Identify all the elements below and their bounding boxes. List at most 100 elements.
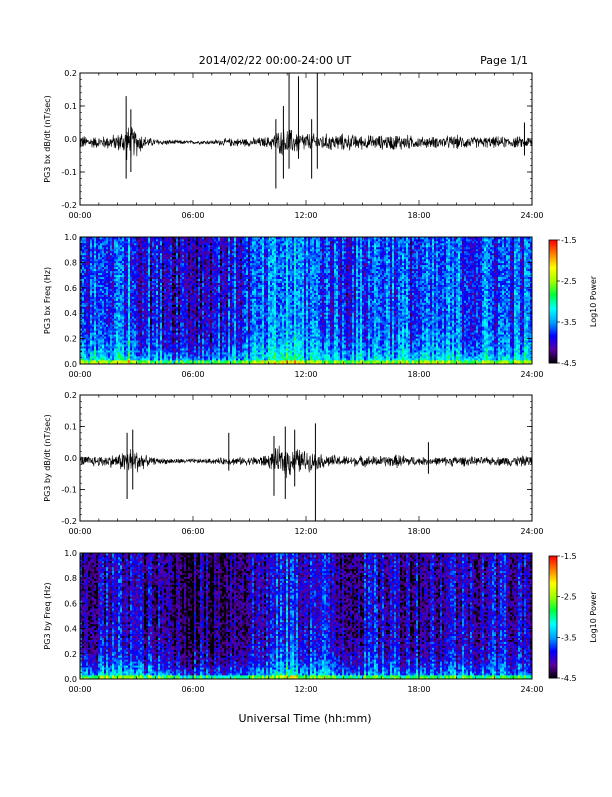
spectrogram-cell (104, 263, 106, 265)
spectrogram-cell (168, 295, 170, 297)
spectrogram-cell (94, 273, 96, 275)
spectrogram-cell (204, 308, 206, 310)
spectrogram-cell (168, 322, 170, 324)
spectrogram-cell (166, 277, 168, 279)
spectrogram-cell (140, 277, 142, 279)
spectrogram-cell (218, 267, 220, 269)
spectrogram-cell (184, 316, 186, 318)
spectrogram-cell (216, 249, 218, 251)
spectrogram-cell (174, 326, 176, 328)
spectrogram-cell (114, 253, 116, 255)
spectrogram-cell (186, 326, 188, 328)
spectrogram-cell (176, 316, 178, 318)
spectrogram-cell (174, 322, 176, 324)
spectrogram-cell (192, 336, 194, 338)
spectrogram-cell (156, 322, 158, 324)
spectrogram-cell (96, 281, 98, 283)
spectrogram-cell (144, 245, 146, 247)
spectrogram-cell (142, 277, 144, 279)
spectrogram-cell (184, 358, 186, 360)
spectrogram-cell (98, 344, 100, 346)
spectrogram-cell (158, 330, 160, 332)
spectrogram-cell (164, 322, 166, 324)
spectrogram-cell (138, 249, 140, 251)
spectrogram-cell (128, 263, 130, 265)
spectrogram-cell (198, 281, 200, 283)
spectrogram-cell (98, 316, 100, 318)
spectrogram-cell (124, 344, 126, 346)
spectrogram-cell (120, 281, 122, 283)
spectrogram-cell (102, 263, 104, 265)
x-tick-label: 12:00 (294, 211, 317, 220)
spectrogram-cell (140, 308, 142, 310)
spectrogram-cell (158, 267, 160, 269)
spectrogram-cell (132, 316, 134, 318)
spectrogram-cell (182, 358, 184, 360)
spectrogram-cell (202, 253, 204, 255)
spectrogram-cell (102, 281, 104, 283)
spectrogram-cell (82, 299, 84, 301)
spectrogram-cell (88, 267, 90, 269)
spectrogram-cell (146, 241, 148, 243)
spectrogram-cell (180, 336, 182, 338)
spectrogram-cell (160, 299, 162, 301)
spectrogram-cell (114, 245, 116, 247)
spectrogram-cell (116, 348, 118, 350)
spectrogram-cell (176, 340, 178, 342)
spectrogram-cell (94, 308, 96, 310)
spectrogram-cell (112, 295, 114, 297)
spectrogram-cell (110, 312, 112, 314)
spectrogram-cell (130, 322, 132, 324)
spectrogram-cell (120, 291, 122, 293)
spectrogram-cell (186, 249, 188, 251)
spectrogram-cell (126, 330, 128, 332)
spectrogram-cell (94, 354, 96, 356)
spectrogram-cell (182, 308, 184, 310)
spectrogram-cell (192, 322, 194, 324)
spectrogram-cell (92, 354, 94, 356)
spectrogram-cell (122, 263, 124, 265)
spectrogram-cell (92, 299, 94, 301)
spectrogram-cell (186, 299, 188, 301)
spectrogram-cell (168, 291, 170, 293)
spectrogram-cell (222, 312, 224, 314)
spectrogram-cell (166, 312, 168, 314)
spectrogram-cell (230, 259, 232, 261)
spectrogram-cell (220, 241, 222, 243)
spectrogram-cell (120, 336, 122, 338)
spectrogram-cell (222, 273, 224, 275)
spectrogram-cell (142, 299, 144, 301)
spectrogram-cell (230, 295, 232, 297)
spectrogram-cell (222, 354, 224, 356)
spectrogram-cell (194, 253, 196, 255)
spectrogram-cell (124, 263, 126, 265)
spectrogram-cell (224, 253, 226, 255)
spectrogram-cell (170, 358, 172, 360)
spectrogram-cell (96, 259, 98, 261)
spectrogram-cell (160, 322, 162, 324)
spectrogram-cell (92, 304, 94, 306)
spectrogram-cell (116, 344, 118, 346)
spectrogram-cell (174, 273, 176, 275)
spectrogram-cell (106, 304, 108, 306)
spectrogram-cell (146, 312, 148, 314)
spectrogram-cell (124, 326, 126, 328)
spectrogram-cell (82, 241, 84, 243)
spectrogram-cell (160, 259, 162, 261)
spectrogram-cell (152, 291, 154, 293)
spectrogram-cell (92, 295, 94, 297)
spectrogram-cell (104, 330, 106, 332)
spectrogram-cell (174, 358, 176, 360)
spectrogram-cell (132, 285, 134, 287)
spectrogram-cell (92, 285, 94, 287)
spectrogram-cell (186, 267, 188, 269)
spectrogram-cell (148, 308, 150, 310)
spectrogram-cell (122, 336, 124, 338)
spectrogram-cell (102, 273, 104, 275)
spectrogram-cell (160, 316, 162, 318)
spectrogram-cell (90, 277, 92, 279)
spectrogram-cell (146, 308, 148, 310)
spectrogram-cell (212, 316, 214, 318)
spectrogram-cell (118, 304, 120, 306)
spectrogram-cell (210, 299, 212, 301)
